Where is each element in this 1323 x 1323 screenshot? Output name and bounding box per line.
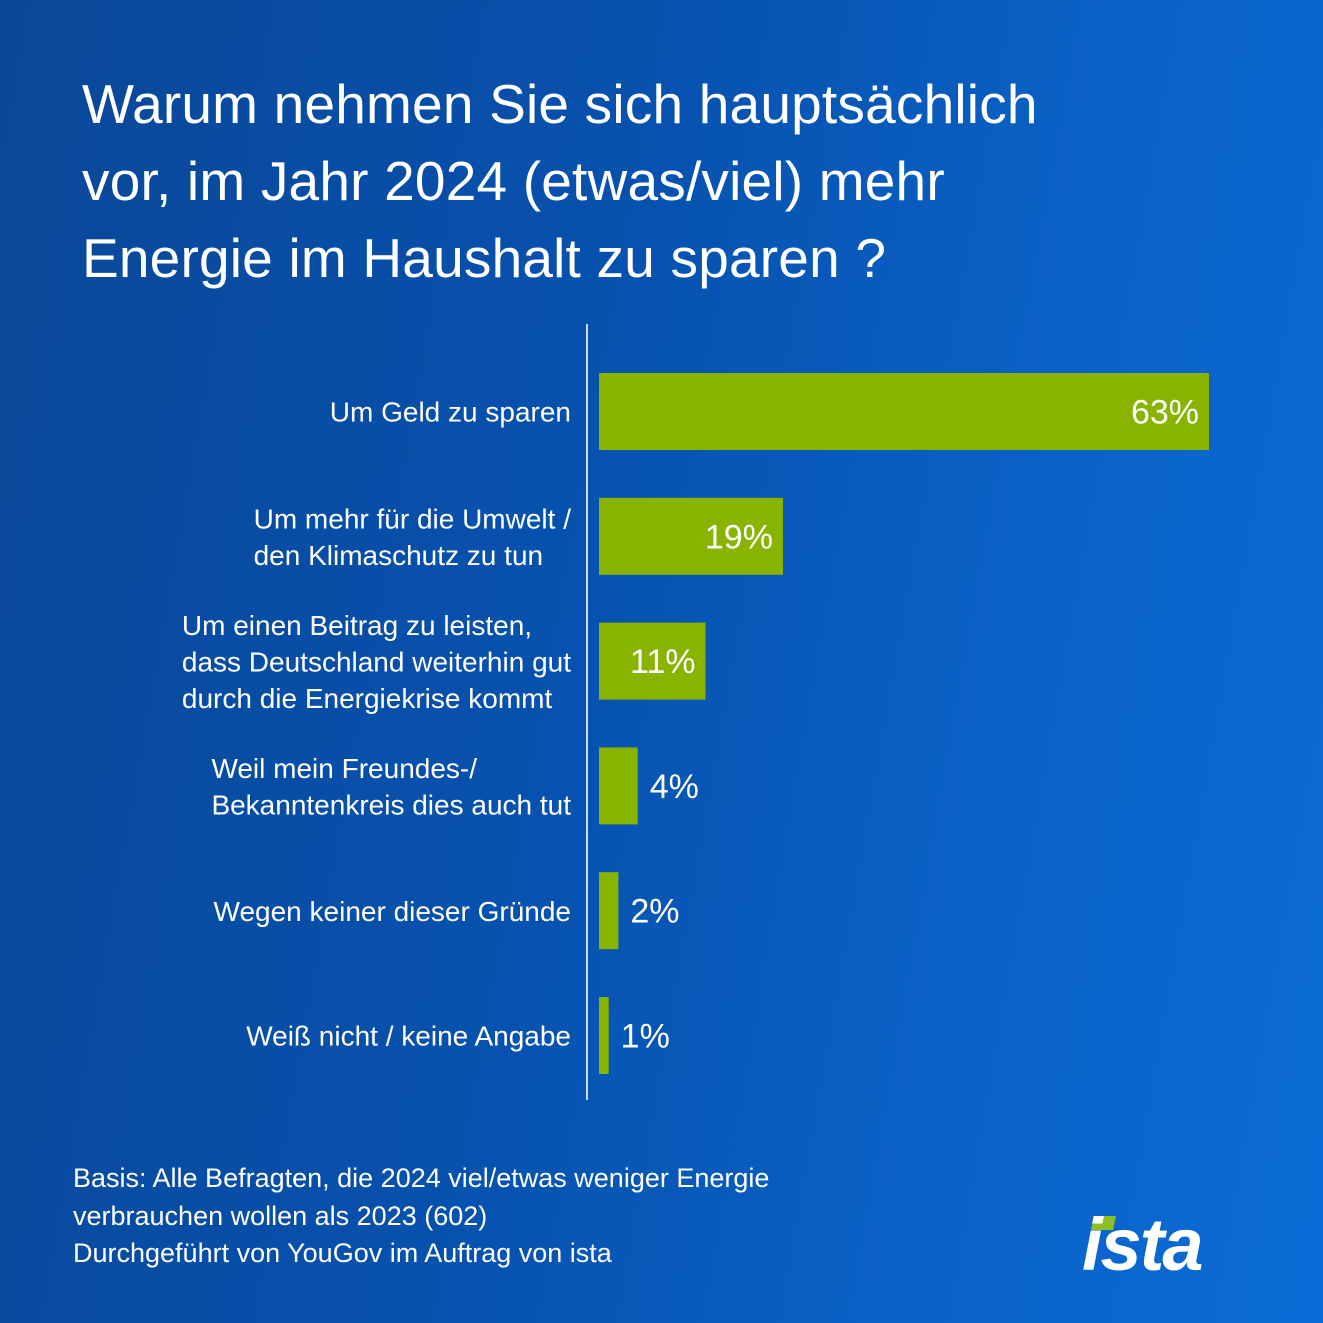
title-line: vor, im Jahr 2024 (etwas/viel) mehr [82,150,945,212]
category-label-line: dass Deutschland weiterhin gut [182,646,571,677]
category-label: Weil mein Freundes-/ Bekanntenkreis dies … [211,753,571,821]
bar [599,373,1209,450]
footnote-line: Basis: Alle Befragten, die 2024 viel/etw… [73,1163,770,1193]
bar [599,622,706,700]
title-line: Warum nehmen Sie sich hauptsächlich [82,73,1038,135]
bar [599,872,619,950]
category-label-line: Um Geld zu sparen [330,397,571,428]
chart-title: Warum nehmen Sie sich hauptsächlich vor,… [82,66,1282,297]
category-label: Um Geld zu sparen [330,397,571,428]
title-line: Energie im Haushalt zu sparen ? [82,227,887,289]
ista-logo: ista [1082,1203,1204,1280]
bar [599,997,609,1074]
category-label: Weiß nicht / keine Angabe [246,1021,571,1052]
category-label: Wegen keiner dieser Gründe [214,896,571,927]
footnote: Basis: Alle Befragten, die 2024 viel/etw… [73,1160,769,1273]
category-label-line: Um mehr für die Umwelt / [254,503,572,534]
logo-text: ista [1082,1203,1202,1280]
data-label: 63% [1131,394,1199,432]
logo-accent-mark [1091,1216,1116,1230]
bar [599,747,638,825]
category-label-line: Um einen Beitrag zu leisten, [182,610,532,641]
category-label-line: durch die Energiekrise kommt [182,683,553,714]
footnote-line: Durchgeführt von YouGov im Auftrag von i… [73,1238,612,1268]
data-label: 11% [630,643,696,681]
data-label: 4% [650,768,699,806]
category-label-line: Bekanntenkreis dies auch tut [211,789,571,820]
category-label-line: Weiß nicht / keine Angabe [246,1021,571,1052]
category-label-line: Wegen keiner dieser Gründe [214,896,571,927]
category-label-line: Weil mein Freundes-/ [211,753,477,784]
bar [599,497,783,575]
data-label: 2% [630,893,679,931]
footnote-line: verbrauchen wollen als 2023 (602) [73,1200,488,1231]
category-label: Um einen Beitrag zu leisten, dass Deutsch… [182,610,571,714]
data-label: 1% [621,1018,670,1056]
category-label-line: den Klimaschutz zu tun [254,540,544,571]
category-label: Um mehr für die Umwelt / den Klimaschutz … [254,503,572,571]
data-label: 19% [705,518,773,556]
